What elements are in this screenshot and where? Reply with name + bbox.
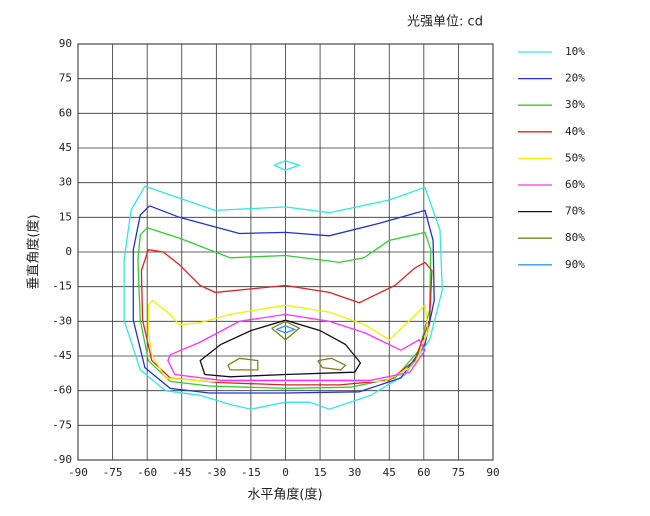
legend-label: 60% bbox=[565, 178, 585, 191]
legend-label: 30% bbox=[565, 98, 585, 111]
contour-line bbox=[147, 299, 430, 383]
x-tick-label: 90 bbox=[486, 466, 499, 479]
legend-label: 20% bbox=[565, 72, 585, 85]
x-tick-label: -15 bbox=[241, 466, 261, 479]
contour-line bbox=[137, 227, 432, 390]
x-tick-label: -90 bbox=[68, 466, 88, 479]
contour-line bbox=[276, 325, 297, 334]
y-axis-label: 垂直角度(度) bbox=[26, 214, 42, 289]
legend-label: 50% bbox=[565, 151, 585, 164]
x-tick-label: -45 bbox=[172, 466, 192, 479]
x-tick-label: 45 bbox=[383, 466, 396, 479]
y-tick-label: 15 bbox=[59, 210, 72, 223]
chart-title: 光强单位: cd bbox=[407, 15, 483, 30]
x-tick-label: 30 bbox=[348, 466, 361, 479]
contour-line bbox=[227, 320, 347, 371]
y-tick-label: 90 bbox=[59, 37, 72, 50]
x-tick-label: -75 bbox=[103, 466, 123, 479]
y-tick-label: 30 bbox=[59, 176, 72, 189]
legend-label: 80% bbox=[565, 231, 585, 244]
x-tick-label: 60 bbox=[417, 466, 430, 479]
legend-label: 10% bbox=[565, 45, 585, 58]
legend-label: 40% bbox=[565, 125, 585, 138]
x-tick-label: 0 bbox=[282, 466, 289, 479]
y-tick-label: -15 bbox=[52, 280, 72, 293]
y-tick-label: -60 bbox=[52, 384, 72, 397]
legend-label: 70% bbox=[565, 205, 585, 218]
y-tick-label: -30 bbox=[52, 314, 72, 327]
x-tick-label: 15 bbox=[313, 466, 326, 479]
y-tick-label: -75 bbox=[52, 418, 72, 431]
x-tick-label: 75 bbox=[452, 466, 465, 479]
y-tick-label: -90 bbox=[52, 453, 72, 466]
contour-line bbox=[140, 249, 433, 386]
x-axis-label: 水平角度(度) bbox=[247, 487, 322, 503]
y-tick-label: 60 bbox=[59, 106, 72, 119]
y-tick-label: -45 bbox=[52, 349, 72, 362]
y-tick-label: 0 bbox=[65, 245, 72, 258]
legend-label: 90% bbox=[565, 258, 585, 271]
contour-line bbox=[199, 319, 362, 378]
y-tick-label: 75 bbox=[59, 72, 72, 85]
x-tick-label: -30 bbox=[206, 466, 226, 479]
x-tick-label: -60 bbox=[137, 466, 157, 479]
contour-line bbox=[167, 313, 426, 381]
contour-line bbox=[123, 160, 443, 410]
y-tick-label: 45 bbox=[59, 141, 72, 154]
